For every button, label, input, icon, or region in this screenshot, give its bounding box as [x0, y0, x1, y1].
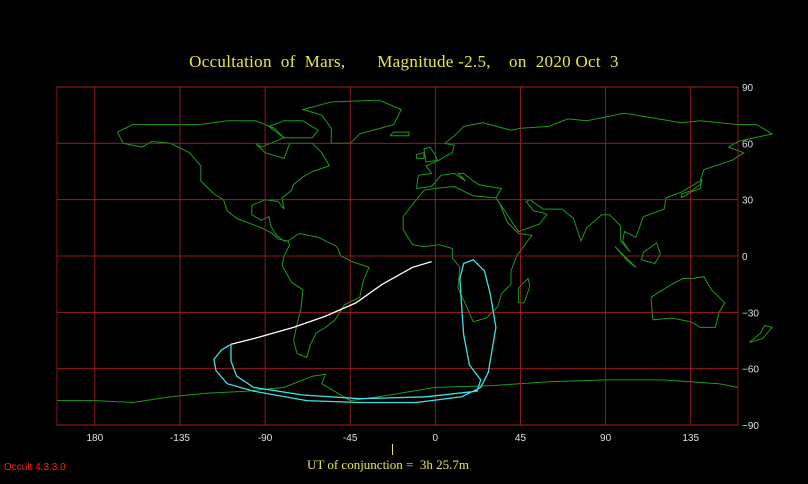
occultation-limit-line	[230, 260, 432, 345]
lon-tick-label: 135	[682, 433, 699, 444]
occultation-paths	[213, 259, 497, 404]
coastline	[518, 277, 531, 304]
graticule	[56, 86, 739, 426]
axis-ticks: 180 -135 -90 -45 0 45 90 135 90 60 30 0 −30 −60 −90	[86, 83, 759, 444]
map-title: Occultation of Mars, Magnitude -2.5, on …	[189, 52, 619, 71]
coastline	[301, 99, 402, 144]
coastline	[680, 178, 703, 199]
lon-tick-label: 90	[600, 433, 612, 444]
coastline	[415, 152, 425, 159]
ut-of-conjunction: UT of conjunction = 3h 25.7m	[307, 457, 469, 472]
coastline	[389, 131, 410, 137]
coastline	[267, 120, 319, 139]
lat-tick-label: −30	[742, 308, 759, 319]
coastline	[748, 324, 774, 343]
lon-tick-label: -135	[170, 433, 190, 444]
lat-tick-label: −60	[742, 365, 759, 376]
lon-tick-label: -45	[343, 433, 358, 444]
lon-tick-label: 0	[433, 433, 439, 444]
coastline	[117, 120, 331, 242]
coastline	[650, 276, 726, 328]
lat-tick-label: 90	[742, 83, 754, 94]
coastline	[641, 242, 661, 265]
lon-tick-label: 180	[86, 433, 103, 444]
lat-tick-label: 60	[742, 139, 754, 150]
lon-tick-label: -90	[258, 433, 273, 444]
coastline	[415, 112, 774, 253]
lat-tick-label: 30	[742, 196, 754, 207]
lon-tick-label: 45	[515, 433, 527, 444]
conjunction-marker	[392, 444, 393, 455]
lat-tick-label: −90	[742, 421, 759, 432]
coastline	[614, 246, 637, 268]
coastlines	[57, 99, 774, 404]
software-version: Occult 4.3.3.0	[4, 462, 66, 473]
occultation-zone-boundary	[213, 259, 497, 404]
coastline	[57, 373, 739, 404]
coastline	[402, 185, 533, 323]
coastline	[281, 232, 370, 359]
lat-tick-label: 0	[742, 252, 748, 263]
